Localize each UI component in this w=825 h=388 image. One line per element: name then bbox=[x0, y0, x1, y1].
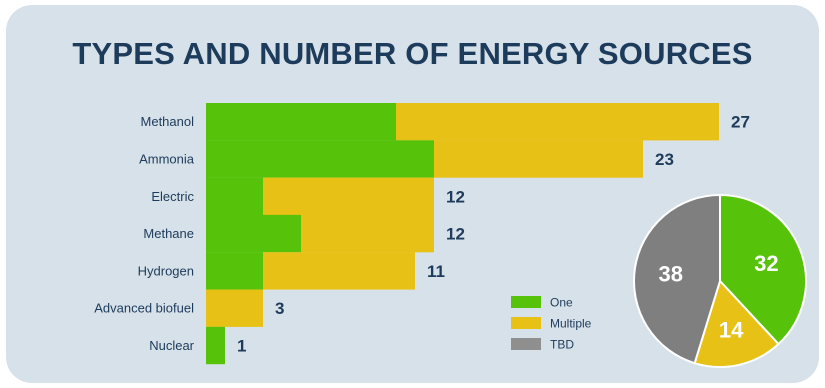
bar-methanol-multiple bbox=[396, 103, 719, 141]
category-label-hydrogen: Hydrogen bbox=[138, 263, 194, 278]
legend-label-tbd: TBD bbox=[550, 338, 574, 352]
total-label-methanol: 27 bbox=[731, 113, 750, 132]
total-label-methane: 12 bbox=[446, 225, 465, 244]
bar-methane-one bbox=[206, 214, 301, 253]
bar-electric-one bbox=[206, 177, 263, 215]
legend-label-multiple: Multiple bbox=[550, 317, 592, 331]
bar-nuclear-one bbox=[206, 326, 225, 365]
chart-title: TYPES AND NUMBER OF ENERGY SOURCES bbox=[72, 36, 753, 71]
category-label-ammonia: Ammonia bbox=[139, 152, 195, 167]
total-label-hydrogen: 11 bbox=[427, 262, 445, 281]
legend-swatch-tbd bbox=[511, 338, 541, 350]
bar-advanced-biofuel-multiple bbox=[206, 289, 263, 327]
category-label-methane: Methane bbox=[143, 226, 194, 241]
pie-slice-multiple bbox=[693, 280, 780, 368]
legend-swatch-multiple bbox=[511, 317, 541, 329]
pie-value-label-one: 32 bbox=[754, 251, 778, 276]
bar-methane-multiple bbox=[301, 214, 434, 253]
pie-slice-tbd bbox=[633, 194, 721, 365]
bar-ammonia-multiple bbox=[434, 140, 643, 178]
total-label-advanced-biofuel: 3 bbox=[275, 299, 284, 318]
bar-hydrogen-multiple bbox=[263, 252, 415, 290]
total-label-electric: 12 bbox=[446, 187, 465, 206]
pie-value-label-multiple: 14 bbox=[719, 318, 744, 343]
bar-ammonia-one bbox=[206, 140, 434, 178]
bar-hydrogen-one bbox=[206, 252, 263, 290]
bar-electric-multiple bbox=[263, 177, 434, 215]
legend-label-one: One bbox=[550, 296, 573, 310]
total-label-ammonia: 23 bbox=[655, 150, 674, 169]
category-label-advanced-biofuel: Advanced biofuel bbox=[94, 301, 194, 316]
category-label-nuclear: Nuclear bbox=[149, 338, 194, 353]
category-label-electric: Electric bbox=[151, 189, 194, 204]
pie-value-label-tbd: 38 bbox=[658, 262, 682, 287]
category-label-methanol: Methanol bbox=[141, 114, 195, 129]
pie-slice-one bbox=[719, 194, 807, 346]
total-label-nuclear: 1 bbox=[237, 337, 246, 356]
legend-swatch-one bbox=[511, 296, 541, 308]
bar-methanol-one bbox=[206, 103, 396, 141]
